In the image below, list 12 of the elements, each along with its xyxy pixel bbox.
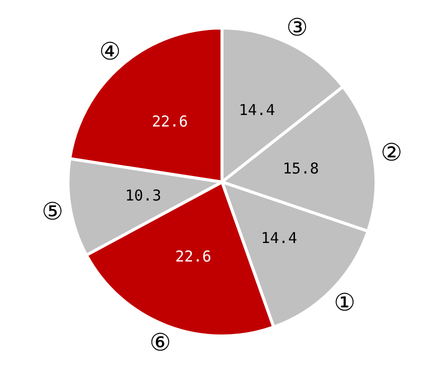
slice-label: ① <box>334 288 356 317</box>
data-label: 10.3 <box>125 186 162 205</box>
slice-label: ⑥ <box>149 328 172 357</box>
data-label: 22.6 <box>152 112 188 130</box>
data-label: 15.8 <box>282 159 319 178</box>
slice-label: ⑤ <box>42 197 64 226</box>
data-label: 22.6 <box>175 248 212 266</box>
slice-label: ③ <box>286 13 308 42</box>
slice-label: ④ <box>99 37 121 66</box>
data-label: 14.4 <box>238 101 275 120</box>
data-label: 14.4 <box>260 229 298 248</box>
slice-label: ② <box>380 138 402 167</box>
